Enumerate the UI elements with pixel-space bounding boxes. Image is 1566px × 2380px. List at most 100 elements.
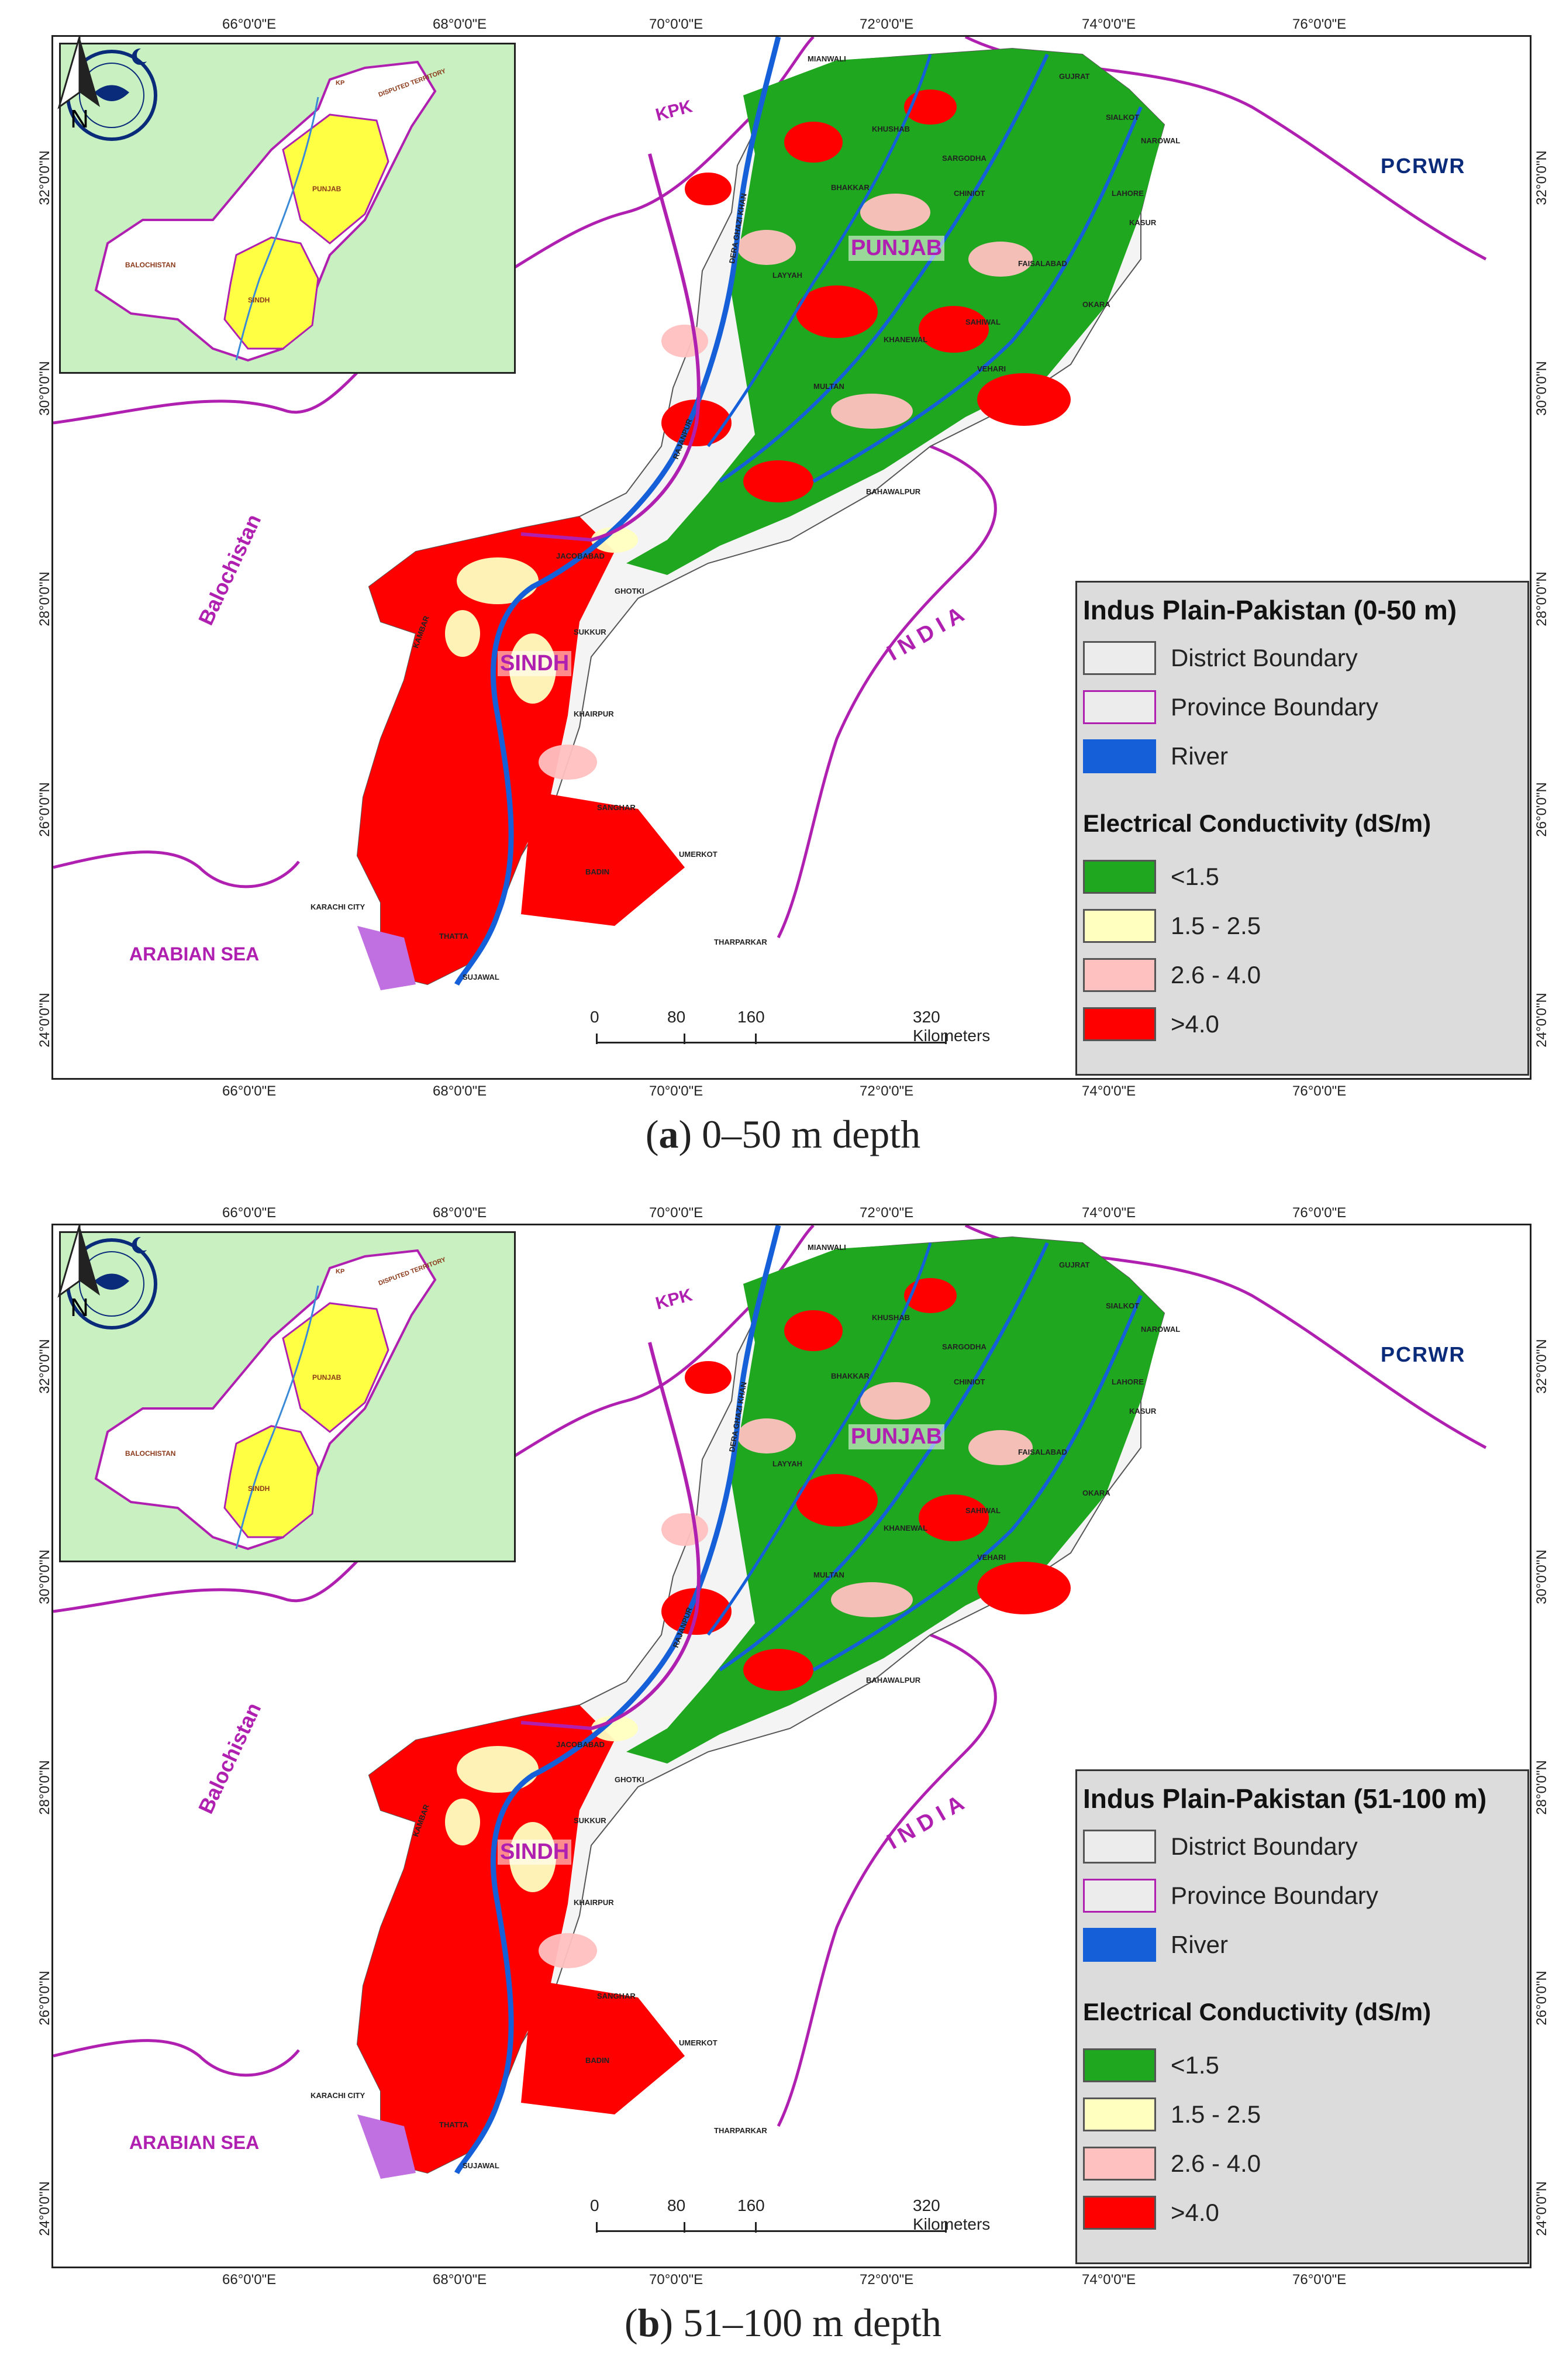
legend: Indus Plain-Pakistan (51-100 m) District… <box>1075 1769 1529 2264</box>
district-label: KARACHI CITY <box>311 2091 365 2100</box>
district-label: SARGODHA <box>942 1342 986 1351</box>
legend-swatch <box>1083 958 1156 992</box>
district-label: SAHIWAL <box>965 318 1001 326</box>
latitude-label: 24°0'0"N <box>1534 2181 1550 2236</box>
legend-item-province: Province Boundary <box>1083 1878 1378 1914</box>
north-label: N <box>70 105 89 130</box>
legend-label: 2.6 - 4.0 <box>1171 2150 1261 2177</box>
north-arrow-icon: N <box>57 1225 100 1319</box>
district-label: VEHARI <box>977 364 1006 373</box>
district-label: BADIN <box>585 867 610 876</box>
legend-label: 1.5 - 2.5 <box>1171 912 1261 939</box>
legend-swatch <box>1083 1007 1156 1041</box>
district-label: THATTA <box>439 932 469 941</box>
inset-canvas <box>61 1233 514 1561</box>
inset-label: PUNJAB <box>312 1373 342 1382</box>
legend-item-river: River <box>1083 738 1228 774</box>
longitude-label: 76°0'0"E <box>1292 2272 1347 2288</box>
legend-title: Indus Plain-Pakistan (51-100 m) <box>1083 1783 1487 1814</box>
district-label: SUKKUR <box>574 1816 606 1825</box>
north-label: N <box>70 1293 89 1319</box>
district-label: SIALKOT <box>1106 1301 1140 1310</box>
caption-text: 51–100 m depth <box>683 2300 942 2345</box>
district-label: LAYYAH <box>772 1459 803 1468</box>
legend-item-district: District Boundary <box>1083 640 1358 676</box>
longitude-label: 72°0'0"E <box>860 1083 914 1099</box>
longitude-label: 70°0'0"E <box>649 1205 703 1221</box>
inset-label: SINDH <box>248 296 270 304</box>
latitude-label: 24°0'0"N <box>37 2181 53 2236</box>
latitude-label: 30°0'0"N <box>1534 361 1550 416</box>
legend-swatch <box>1083 2196 1156 2230</box>
scale-end-label: 320 Kilometers <box>913 1008 991 1045</box>
legend-class: 2.6 - 4.0 <box>1083 957 1261 993</box>
district-label: NAROWAL <box>1141 1325 1181 1334</box>
legend-label: <1.5 <box>1171 2051 1219 2079</box>
legend-label: >4.0 <box>1171 1010 1219 1038</box>
legend-class: >4.0 <box>1083 2195 1219 2231</box>
latitude-label: 28°0'0"N <box>37 571 53 626</box>
district-label: SIALKOT <box>1106 113 1140 122</box>
district-label: JACOBABAD <box>556 552 605 560</box>
district-label: SARGODHA <box>942 154 986 163</box>
district-label: LAHORE <box>1112 1377 1144 1386</box>
legend-swatch <box>1083 909 1156 943</box>
inset-label: KP <box>336 80 345 87</box>
district-label: BHAKKAR <box>831 1372 870 1380</box>
region-label-arabian-sea: ARABIAN SEA <box>129 943 260 965</box>
district-label: LAYYAH <box>772 271 803 280</box>
legend: Indus Plain-Pakistan (0-50 m) District B… <box>1075 581 1529 1076</box>
district-label: KARACHI CITY <box>311 903 365 911</box>
legend-item-district: District Boundary <box>1083 1828 1358 1865</box>
district-label: MIANWALI <box>808 1243 846 1252</box>
longitude-label: 68°0'0"E <box>433 1205 487 1221</box>
legend-label: <1.5 <box>1171 863 1219 890</box>
legend-swatch <box>1083 739 1156 773</box>
legend-label: >4.0 <box>1171 2199 1219 2226</box>
legend-item-river: River <box>1083 1927 1228 1963</box>
district-label: BAHAWALPUR <box>866 487 921 496</box>
district-label: GUJRAT <box>1059 72 1090 81</box>
legend-class: <1.5 <box>1083 859 1219 895</box>
scale-bar: 0 80 160 320 Kilometers <box>585 1008 995 1060</box>
longitude-label: 72°0'0"E <box>860 1205 914 1221</box>
latitude-label: 26°0'0"N <box>1534 782 1550 837</box>
district-label: LAHORE <box>1112 189 1144 198</box>
district-label: SUJAWAL <box>463 973 499 981</box>
scale-line <box>596 1038 947 1043</box>
figure-caption: (a) 0–50 m depth <box>645 1112 921 1156</box>
legend-label: River <box>1171 742 1229 770</box>
latitude-label: 30°0'0"N <box>37 361 53 416</box>
district-label: KHUSHAB <box>872 1313 910 1322</box>
longitude-label: 74°0'0"E <box>1082 1083 1136 1099</box>
ec-pink-zone <box>539 194 1033 780</box>
legend-swatch <box>1083 690 1156 724</box>
latitude-label: 30°0'0"N <box>37 1549 53 1604</box>
caption-text: 0–50 m depth <box>702 1112 921 1156</box>
district-label: JACOBABAD <box>556 1740 605 1749</box>
scale-label: 0 <box>590 2196 599 2214</box>
district-label: MULTAN <box>813 1570 844 1579</box>
legend-title: Indus Plain-Pakistan (0-50 m) <box>1083 595 1457 625</box>
latitude-label: 32°0'0"N <box>37 1339 53 1394</box>
latitude-label: 28°0'0"N <box>1534 571 1550 626</box>
legend-class: <1.5 <box>1083 2047 1219 2083</box>
district-label: FAISALABAD <box>1018 259 1067 268</box>
longitude-label: 68°0'0"E <box>433 2272 487 2288</box>
district-label: OKARA <box>1082 1489 1110 1497</box>
district-label: BHAKKAR <box>831 183 870 192</box>
longitude-label: 74°0'0"E <box>1082 16 1136 32</box>
inset-map: BALOCHISTAN PUNJAB SINDH DISPUTED TERRIT… <box>59 43 516 374</box>
legend-label: 1.5 - 2.5 <box>1171 2100 1261 2128</box>
district-label: KASUR <box>1129 1407 1157 1415</box>
longitude-label: 68°0'0"E <box>433 1083 487 1099</box>
longitude-label: 74°0'0"E <box>1082 1205 1136 1221</box>
latitude-label: 30°0'0"N <box>1534 1549 1550 1604</box>
region-label-arabian-sea: ARABIAN SEA <box>129 2132 260 2153</box>
logo-text: PCRWR <box>1381 154 1466 178</box>
legend-label: District Boundary <box>1171 1833 1358 1860</box>
legend-label: 2.6 - 4.0 <box>1171 961 1261 988</box>
inset-label: KP <box>336 1268 345 1275</box>
district-label: CHINIOT <box>954 1377 985 1386</box>
district-label: KASUR <box>1129 218 1157 227</box>
